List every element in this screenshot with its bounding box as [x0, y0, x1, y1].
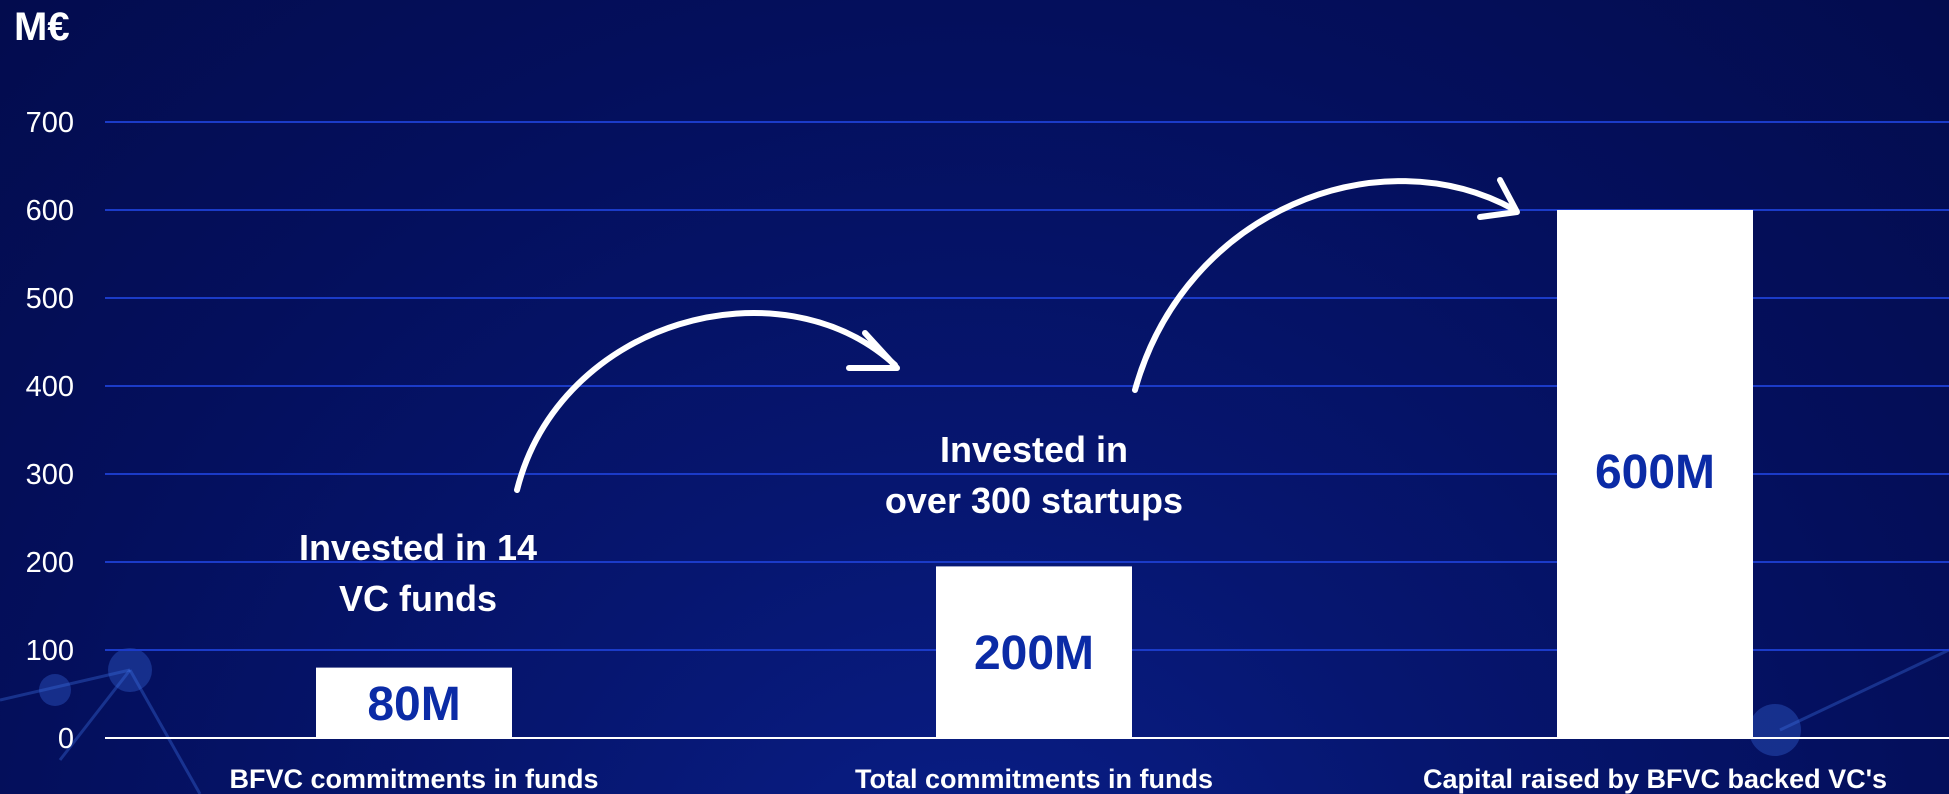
curved-arrow-2	[1132, 178, 1518, 393]
y-tick-label: 700	[26, 107, 74, 139]
value-labels: 80M 200M 600M	[367, 446, 1715, 731]
category-labels: BFVC commitments in funds Total commitmen…	[229, 764, 1887, 794]
network-node	[1749, 704, 1801, 756]
curved-arrow-1	[514, 309, 898, 493]
annotation-text: Invested in 14	[299, 527, 537, 568]
bar	[316, 667, 512, 738]
x-category-label: BFVC commitments in funds	[229, 764, 598, 794]
annotation-text: VC funds	[339, 578, 497, 619]
bars	[316, 210, 1753, 738]
y-tick-label: 200	[26, 547, 74, 579]
bar-value-label: 200M	[974, 627, 1094, 680]
arrows	[514, 177, 1520, 493]
arrow-head-1	[846, 330, 900, 371]
x-category-label: Total commitments in funds	[855, 764, 1213, 794]
bar	[1557, 210, 1753, 738]
annotations: Invested in 14 VC funds Invested in over 30…	[299, 429, 1183, 619]
background-network-decoration	[0, 648, 1949, 794]
network-line	[1779, 648, 1949, 732]
annotation-text: Invested in	[940, 429, 1128, 470]
arrow-head-2	[1477, 177, 1520, 220]
y-axis-unit-label: M€	[14, 5, 70, 49]
y-tick-label: 600	[26, 195, 74, 227]
y-tick-label: 0	[58, 723, 74, 755]
y-tick-label: 100	[26, 635, 74, 667]
network-line	[58, 669, 132, 761]
y-axis-ticks: 0 100 200 300 400 500 600 700	[26, 107, 74, 755]
bar-value-label: 600M	[1595, 446, 1715, 499]
x-category-label: Capital raised by BFVC backed VC's	[1423, 764, 1887, 794]
y-tick-label: 500	[26, 283, 74, 315]
y-tick-label: 400	[26, 371, 74, 403]
bar	[936, 566, 1132, 738]
annotation-text: over 300 startups	[885, 480, 1183, 521]
network-node	[39, 674, 71, 706]
network-node	[108, 648, 152, 692]
y-tick-label: 300	[26, 459, 74, 491]
network-line	[0, 668, 131, 702]
network-line	[128, 669, 202, 794]
bar-value-label: 80M	[367, 678, 460, 731]
